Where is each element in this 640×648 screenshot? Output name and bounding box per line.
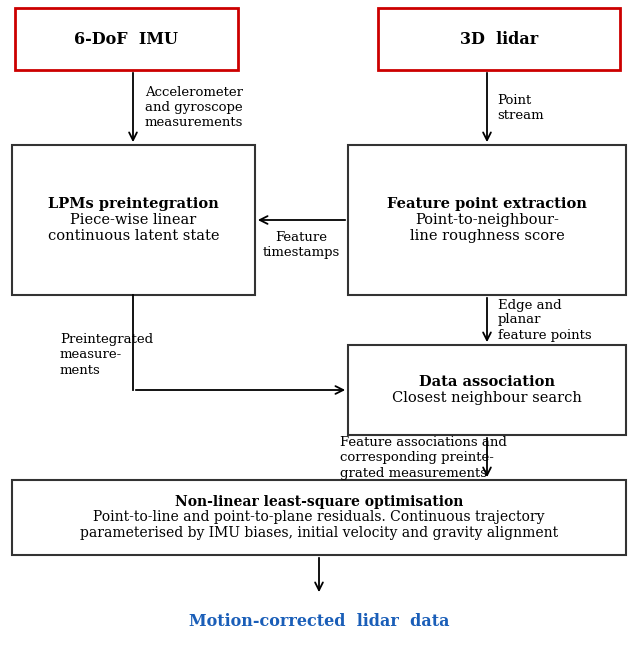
Text: Non-linear least-square optimisation: Non-linear least-square optimisation [175,495,463,509]
Text: Piece-wise linear: Piece-wise linear [70,213,196,227]
Text: line roughness score: line roughness score [410,229,564,243]
Text: Edge and
planar
feature points: Edge and planar feature points [498,299,591,341]
Text: Data association: Data association [419,375,555,389]
Bar [348,145,626,295]
Text: Motion-corrected  lidar  data: Motion-corrected lidar data [189,614,449,631]
Text: Feature
timestamps: Feature timestamps [262,231,340,259]
Text: Accelerometer
and gyroscope
measurements: Accelerometer and gyroscope measurements [145,86,243,130]
Bar [348,345,626,435]
Text: continuous latent state: continuous latent state [48,229,220,243]
Text: Point-to-line and point-to-plane residuals. Continuous trajectory: Point-to-line and point-to-plane residua… [93,511,545,524]
Bar [12,480,626,555]
Bar [15,8,238,70]
Text: Feature point extraction: Feature point extraction [387,197,587,211]
Text: Preintegrated
measure-
ments: Preintegrated measure- ments [60,334,153,376]
Text: Point
stream: Point stream [497,94,543,122]
Text: 6-DoF  IMU: 6-DoF IMU [74,30,179,47]
Text: parameterised by IMU biases, initial velocity and gravity alignment: parameterised by IMU biases, initial vel… [80,526,558,540]
Text: Point-to-neighbour-: Point-to-neighbour- [415,213,559,227]
Text: Feature associations and
corresponding preinte-
grated measurements: Feature associations and corresponding p… [340,437,507,480]
Bar [12,145,255,295]
Bar [378,8,620,70]
Text: LPMs preintegration: LPMs preintegration [48,197,219,211]
Text: Closest neighbour search: Closest neighbour search [392,391,582,405]
Text: 3D  lidar: 3D lidar [460,30,538,47]
